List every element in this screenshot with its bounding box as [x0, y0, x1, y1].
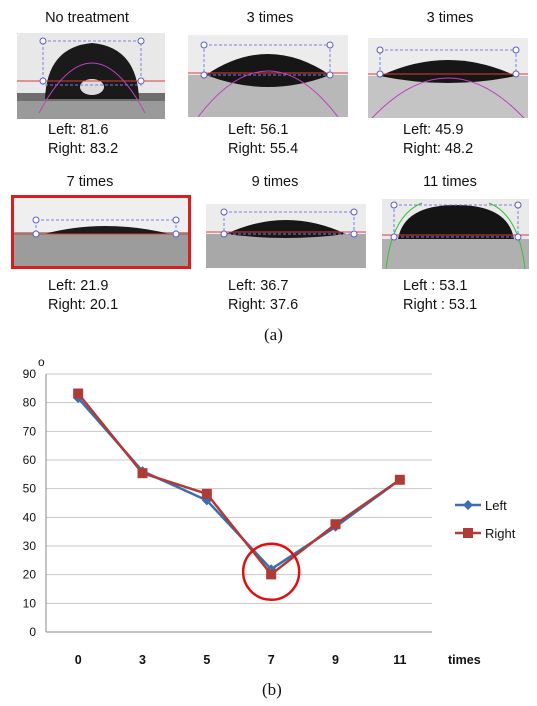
droplet-image-3-times — [188, 35, 348, 117]
right-angle-label: Right: 55.4 — [228, 141, 299, 157]
right-angle-label: Right: 37.6 — [228, 297, 299, 313]
series-line-right — [77, 392, 401, 577]
series-line-left — [77, 397, 401, 571]
y-tick-label: 40 — [23, 510, 37, 524]
y-tick-label: 50 — [23, 482, 37, 496]
x-tick-label: 0 — [75, 653, 82, 667]
data-point-left — [201, 495, 212, 506]
legend-label-right: Right — [485, 526, 516, 541]
panel-title-no-treatment: No treatment — [45, 10, 129, 26]
y-tick-label: 60 — [23, 453, 37, 467]
panel-title-3-times-b: 3 times — [426, 10, 474, 26]
panel-title-3-times: 3 times — [246, 10, 294, 26]
contact-angle-chart: 0 10 20 30 40 50 60 70 80 90o 0 3 5 7 9 11 times Left Righ… — [23, 355, 516, 667]
left-angle-label: Left: 56.1 — [228, 122, 289, 138]
x-tick-label: 5 — [203, 653, 210, 667]
right-angle-label: Right: 83.2 — [48, 141, 119, 157]
legend-label-left: Left — [485, 498, 507, 513]
data-point-right — [330, 519, 341, 530]
y-tick-label: 90 — [23, 367, 37, 381]
y-tick-label: 80 — [23, 396, 37, 410]
caption-a: (a) — [264, 325, 283, 344]
data-point-right — [73, 388, 84, 399]
y-tick-label: 30 — [23, 539, 37, 553]
y-tick-label: 10 — [23, 596, 37, 610]
left-angle-label: Left: 21.9 — [48, 278, 109, 294]
legend-marker-left — [463, 500, 473, 510]
x-tick-label: 3 — [139, 653, 146, 667]
droplet-image-3-times-b — [368, 38, 528, 118]
x-tick-label: 9 — [332, 653, 339, 667]
y-tick-label: 0 — [29, 625, 36, 639]
droplet-image-no-treatment — [17, 33, 165, 119]
x-tick-label: 11 — [393, 653, 406, 667]
y-tick-label: 20 — [23, 568, 37, 582]
right-angle-label: Right: 48.2 — [403, 141, 474, 157]
data-point-right — [394, 474, 405, 485]
left-angle-label: Left: 36.7 — [228, 278, 289, 294]
y-tick-label: 70 — [23, 424, 37, 438]
data-point-right — [137, 468, 148, 479]
droplet-image-7-times — [11, 195, 191, 269]
droplet-image-11-times — [382, 199, 529, 269]
x-tick-label: 7 — [268, 653, 275, 667]
y-axis-label: o — [38, 355, 45, 369]
caption-b: (b) — [262, 680, 282, 699]
panel-title-7-times: 7 times — [66, 174, 114, 190]
right-angle-label: Right: 20.1 — [48, 297, 119, 313]
left-angle-label: Left: 45.9 — [403, 122, 464, 138]
highlight-circle — [241, 542, 301, 602]
data-point-right — [201, 488, 212, 499]
left-angle-label: Left : 53.1 — [403, 278, 468, 294]
legend-marker-right — [463, 528, 473, 538]
panel-title-11-times: 11 times — [423, 174, 477, 190]
left-angle-label: Left: 81.6 — [48, 122, 109, 138]
data-point-right — [266, 569, 277, 580]
panel-title-9-times: 9 times — [251, 174, 299, 190]
droplet-image-9-times — [206, 204, 366, 268]
x-axis-label: times — [448, 653, 481, 667]
right-angle-label: Right : 53.1 — [403, 297, 478, 313]
